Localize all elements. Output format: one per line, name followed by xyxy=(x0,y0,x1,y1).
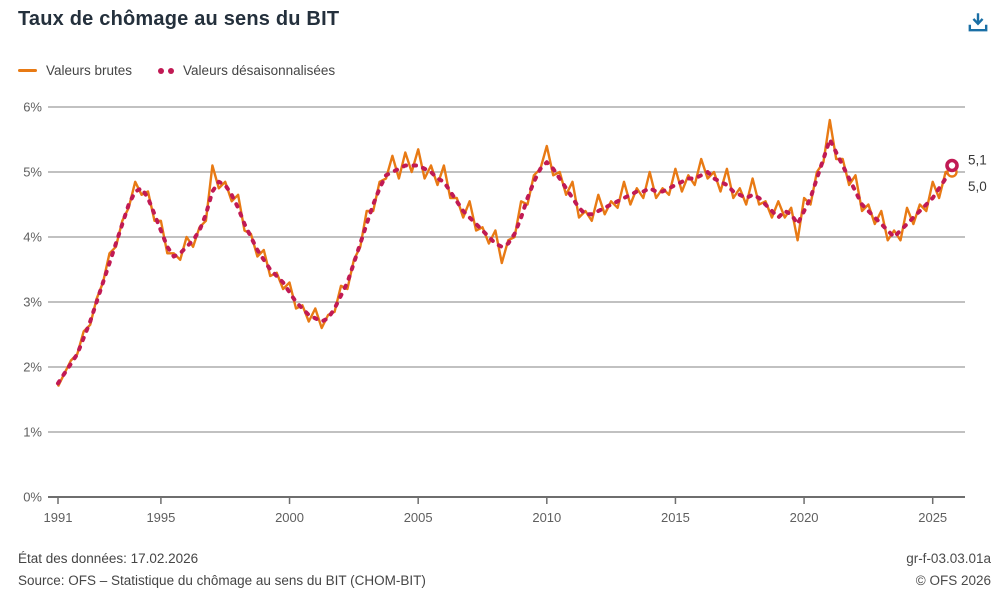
copyright-text: © OFS 2026 xyxy=(915,573,991,588)
legend-swatch-brutes-icon xyxy=(18,69,37,72)
svg-text:2005: 2005 xyxy=(404,510,433,525)
svg-text:1%: 1% xyxy=(23,425,42,440)
svg-text:2%: 2% xyxy=(23,360,42,375)
svg-text:5,1: 5,1 xyxy=(968,153,987,168)
chart-footer: État des données: 17.02.2026 Source: OFS… xyxy=(18,548,991,592)
svg-text:2020: 2020 xyxy=(790,510,819,525)
svg-text:1991: 1991 xyxy=(44,510,73,525)
svg-text:6%: 6% xyxy=(23,100,42,115)
svg-text:1995: 1995 xyxy=(146,510,175,525)
unemployment-line-chart: 0% 1% 2% 3% 4% 5% 6% 1991 1995 2000 2005 2010 2015 20… xyxy=(23,100,987,526)
svg-text:0%: 0% xyxy=(23,490,42,505)
svg-text:2000: 2000 xyxy=(275,510,304,525)
legend-label-desaisonnalisees: Valeurs désaisonnalisées xyxy=(183,63,336,78)
svg-text:3%: 3% xyxy=(23,295,42,310)
download-icon xyxy=(968,13,988,32)
download-button[interactable] xyxy=(963,8,993,38)
legend-swatch-desaisonnalisees-icon xyxy=(158,67,175,74)
svg-text:2010: 2010 xyxy=(532,510,561,525)
svg-text:2025: 2025 xyxy=(918,510,947,525)
source-text: Source: OFS – Statistique du chômage au … xyxy=(18,573,426,588)
svg-text:2015: 2015 xyxy=(661,510,690,525)
svg-text:4%: 4% xyxy=(23,230,42,245)
data-status-text: État des données: 17.02.2026 xyxy=(18,551,199,566)
figure-reference: gr-f-03.03.01a xyxy=(906,551,991,566)
chart-legend: Valeurs brutes Valeurs désaisonnalisées xyxy=(18,63,335,78)
legend-label-brutes: Valeurs brutes xyxy=(46,63,133,78)
svg-text:5,0: 5,0 xyxy=(968,179,987,194)
page-title: Taux de chômage au sens du BIT xyxy=(18,8,340,30)
svg-text:5%: 5% xyxy=(23,165,42,180)
